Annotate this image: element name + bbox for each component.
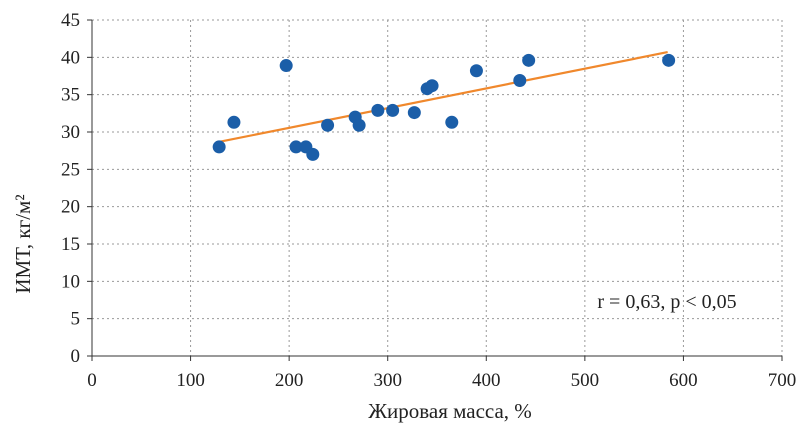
- data-point: [513, 73, 527, 87]
- y-tick-label: 5: [71, 309, 81, 330]
- data-point: [279, 59, 293, 73]
- data-point: [469, 64, 483, 78]
- data-point: [321, 118, 335, 132]
- y-tick-label: 20: [61, 197, 80, 218]
- x-tick-label: 700: [768, 370, 797, 391]
- data-point: [425, 79, 439, 93]
- data-point: [386, 103, 400, 117]
- y-tick-label: 40: [61, 47, 80, 68]
- tick-labels: 0 5 10 15 20 25 30 35 40 45 0 100 200 300 400 500 600 700: [61, 10, 796, 391]
- data-point: [227, 115, 241, 129]
- x-tick-label: 400: [472, 370, 501, 391]
- y-axis-title: ИМТ, кг/м²: [11, 194, 35, 293]
- y-tick-label: 15: [61, 234, 80, 255]
- y-tick-label: 35: [61, 85, 80, 106]
- correlation-annotation: r = 0,63, p < 0,05: [597, 291, 736, 313]
- y-tick-label: 30: [61, 122, 80, 143]
- x-axis-title: Жировая масса, %: [368, 399, 532, 423]
- data-point: [407, 106, 421, 120]
- x-tick-label: 600: [669, 370, 698, 391]
- data-point: [212, 140, 226, 154]
- axes: [87, 19, 783, 361]
- x-tick-label: 300: [373, 370, 402, 391]
- y-tick-label: 0: [71, 346, 81, 367]
- data-point: [445, 115, 459, 129]
- data-point: [371, 103, 385, 117]
- data-point: [662, 53, 676, 67]
- trendline-group: [215, 51, 668, 144]
- y-tick-label: 10: [61, 271, 80, 292]
- trendline: [215, 51, 668, 144]
- x-tick-label: 500: [571, 370, 600, 391]
- data-point: [289, 140, 303, 154]
- data-point: [352, 118, 366, 132]
- y-tick-label: 45: [61, 10, 80, 31]
- x-tick-label: 200: [275, 370, 304, 391]
- data-point: [306, 147, 320, 161]
- data-points: [212, 53, 676, 161]
- data-point: [522, 53, 536, 67]
- x-tick-label: 100: [176, 370, 205, 391]
- y-tick-label: 25: [61, 159, 80, 180]
- grid-lines: [92, 19, 783, 356]
- x-tick-label: 0: [87, 370, 97, 391]
